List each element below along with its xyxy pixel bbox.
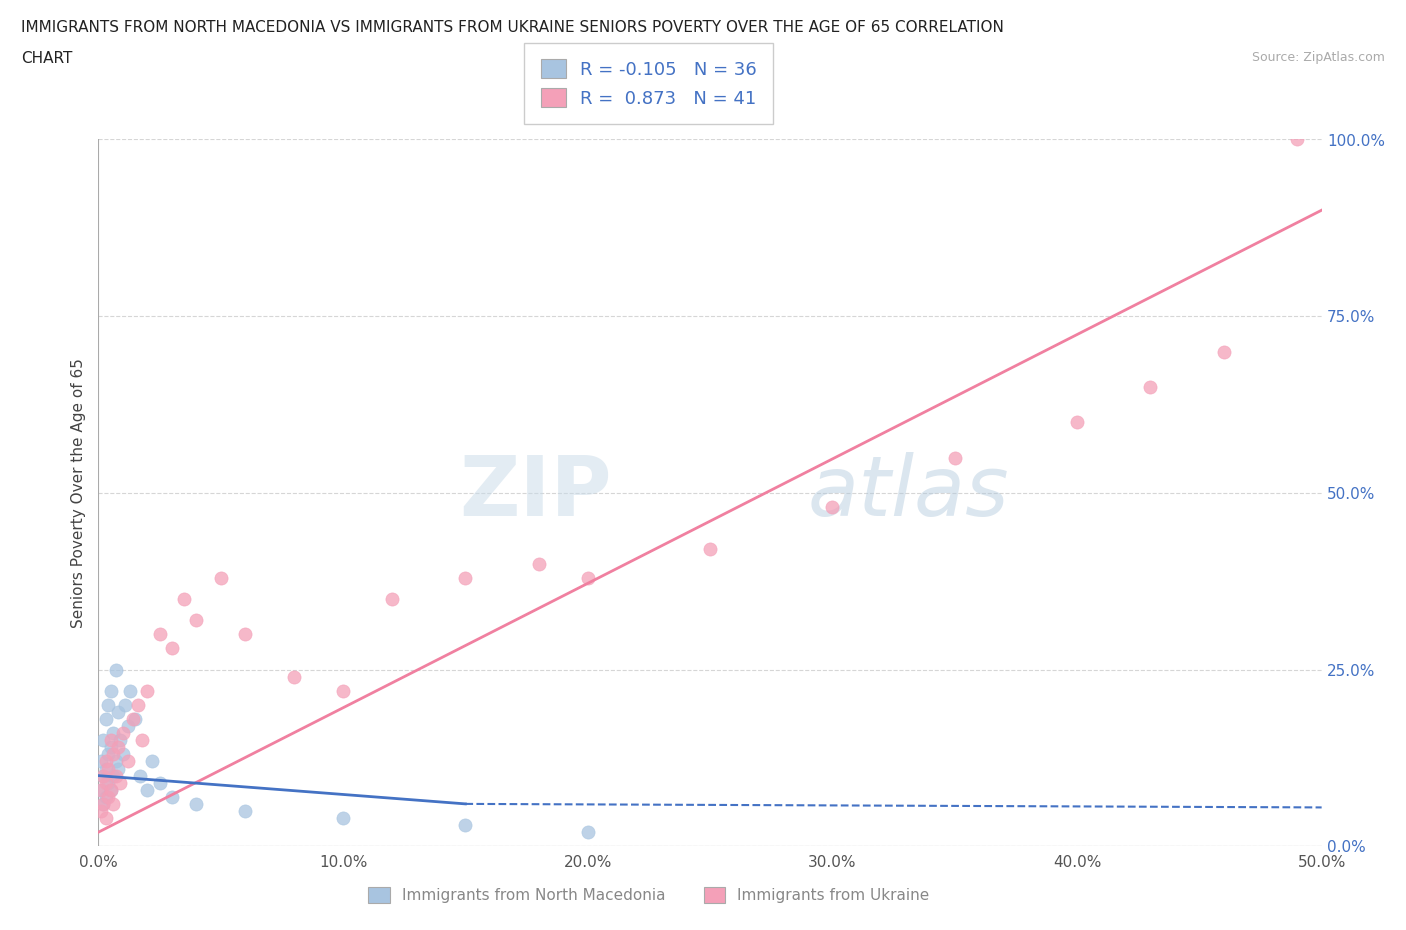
Point [576, 570, 599, 585]
Point [107, 740, 129, 755]
Y-axis label: Seniors Poverty Over the Age of 65: Seniors Poverty Over the Age of 65 [72, 358, 87, 628]
Point [576, 825, 599, 840]
Point [97, 776, 120, 790]
Point [104, 768, 127, 783]
Point [332, 811, 354, 826]
Point [1212, 344, 1234, 359]
Point [97, 761, 120, 776]
Point [91, 768, 114, 783]
Point [97, 747, 120, 762]
Point [101, 725, 124, 740]
Point [101, 796, 124, 811]
Text: CHART: CHART [21, 51, 73, 66]
Point [94, 711, 117, 726]
Point [186, 613, 208, 628]
Point [107, 705, 129, 720]
Point [120, 684, 142, 698]
Point [943, 450, 966, 465]
Point [110, 776, 132, 790]
Point [173, 591, 195, 606]
Point [91, 768, 114, 783]
Point [104, 662, 127, 677]
Point [94, 754, 117, 769]
Point [91, 796, 114, 811]
Point [141, 754, 163, 769]
Point [332, 684, 354, 698]
Point [454, 817, 477, 832]
Point [121, 711, 143, 726]
Point [381, 591, 404, 606]
Point [94, 790, 117, 804]
Point [821, 499, 844, 514]
Point [186, 796, 208, 811]
Point [283, 670, 305, 684]
Point [209, 570, 232, 585]
Point [117, 719, 139, 734]
Text: IMMIGRANTS FROM NORTH MACEDONIA VS IMMIGRANTS FROM UKRAINE SENIORS POVERTY OVER : IMMIGRANTS FROM NORTH MACEDONIA VS IMMIG… [21, 20, 1004, 35]
Text: Source: ZipAtlas.com: Source: ZipAtlas.com [1251, 51, 1385, 64]
Point [129, 768, 152, 783]
Point [101, 768, 124, 783]
Point [1066, 415, 1088, 430]
Point [124, 711, 146, 726]
Point [90, 804, 112, 818]
Point [94, 811, 117, 826]
Text: atlas: atlas [808, 452, 1010, 534]
Point [149, 776, 172, 790]
Point [90, 782, 112, 797]
Point [111, 747, 134, 762]
Point [100, 782, 122, 797]
Point [100, 684, 122, 698]
Point [90, 782, 112, 797]
Point [111, 725, 134, 740]
Point [1286, 132, 1309, 147]
Point [97, 790, 120, 804]
Point [233, 804, 256, 818]
Point [454, 570, 477, 585]
Point [94, 776, 117, 790]
Point [100, 782, 122, 797]
Point [100, 740, 122, 755]
Point [94, 761, 117, 776]
Point [91, 796, 114, 811]
Point [131, 733, 153, 748]
Legend: Immigrants from North Macedonia, Immigrants from Ukraine: Immigrants from North Macedonia, Immigra… [363, 881, 935, 910]
Point [699, 542, 721, 557]
Point [97, 698, 120, 712]
Point [160, 790, 183, 804]
Point [160, 641, 183, 656]
Point [90, 754, 112, 769]
Point [117, 754, 139, 769]
Point [527, 556, 550, 571]
Point [110, 733, 132, 748]
Point [100, 733, 122, 748]
Point [1139, 379, 1161, 394]
Text: ZIP: ZIP [460, 452, 612, 534]
Point [136, 782, 159, 797]
Point [91, 733, 114, 748]
Point [104, 754, 127, 769]
Point [114, 698, 136, 712]
Point [101, 747, 124, 762]
Point [127, 698, 149, 712]
Point [136, 684, 159, 698]
Point [149, 627, 172, 642]
Point [107, 761, 129, 776]
Point [233, 627, 256, 642]
